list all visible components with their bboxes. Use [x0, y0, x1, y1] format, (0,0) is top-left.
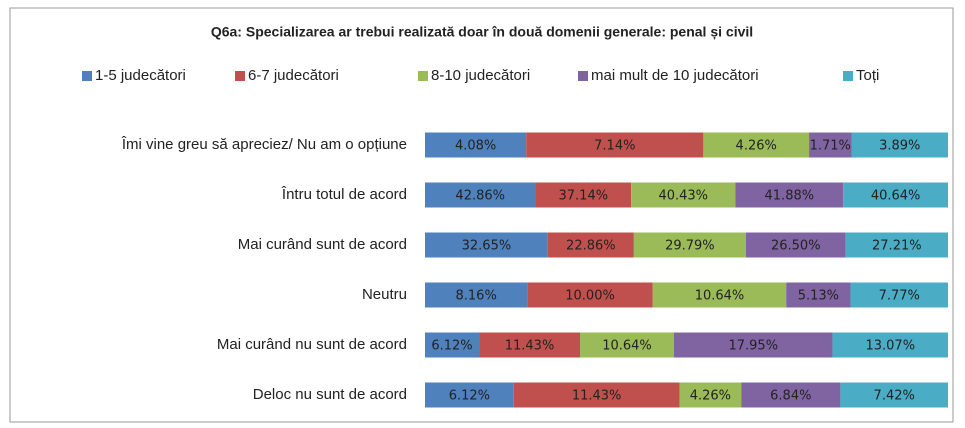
value-label: 10.64%: [602, 339, 652, 354]
value-label: 3.89%: [879, 139, 920, 154]
value-label: 10.64%: [695, 289, 745, 304]
legend-label: Toți: [856, 67, 879, 84]
bar-segment: [631, 182, 736, 208]
value-label: 27.21%: [872, 239, 922, 254]
bar-segment: [832, 332, 948, 358]
legend-swatch: [418, 71, 428, 81]
value-label: 6.12%: [431, 339, 472, 354]
value-label: 1.71%: [810, 139, 851, 154]
legend-label: 6-7 judecători: [248, 67, 339, 84]
bar-segment: [674, 332, 833, 358]
category-label: Mai curând sunt de acord: [238, 236, 407, 253]
value-label: 7.42%: [874, 389, 915, 404]
legend-label: mai mult de 10 judecători: [591, 67, 759, 84]
bar-segment: [526, 132, 704, 158]
bar-segment: [580, 332, 675, 358]
bar-segment: [741, 382, 841, 408]
value-label: 8.16%: [456, 289, 497, 304]
bar-segment: [840, 382, 948, 408]
bar-segment: [425, 382, 514, 408]
value-label: 10.00%: [565, 289, 615, 304]
legend-swatch: [578, 71, 588, 81]
legend-swatch: [235, 71, 245, 81]
legend-label: 8-10 judecători: [431, 67, 530, 84]
bar-segment: [425, 132, 527, 158]
value-label: 32.65%: [462, 239, 512, 254]
legend-label: 1-5 judecători: [95, 67, 186, 84]
value-label: 40.64%: [871, 189, 921, 204]
category-label: Mai curând nu sunt de acord: [217, 336, 407, 353]
value-label: 41.88%: [765, 189, 815, 204]
bar-segment: [845, 232, 948, 258]
bar-segment: [652, 282, 787, 308]
bar-segment: [479, 332, 581, 358]
value-label: 42.86%: [455, 189, 505, 204]
value-label: 7.14%: [594, 139, 635, 154]
value-label: 7.77%: [879, 289, 920, 304]
category-label: Deloc nu sunt de acord: [253, 386, 407, 403]
category-label: Neutru: [362, 286, 407, 303]
bar-segment: [786, 282, 851, 308]
bar-segment: [809, 132, 852, 158]
category-label: Întru totul de acord: [281, 186, 407, 203]
value-label: 29.79%: [665, 239, 715, 254]
bar-segment: [527, 282, 653, 308]
value-label: 5.13%: [798, 289, 839, 304]
chart-title: Q6a: Specializarea ar trebui realizată d…: [211, 24, 753, 40]
bar-segment: [850, 282, 948, 308]
value-label: 4.26%: [690, 389, 731, 404]
bar-segment: [425, 282, 528, 308]
category-label: Îmi vine greu să apreciez/ Nu am o opțiu…: [121, 136, 407, 153]
value-label: 4.26%: [736, 139, 777, 154]
bar-segment: [843, 182, 948, 208]
bar-segment: [851, 132, 948, 158]
value-label: 11.43%: [572, 389, 622, 404]
legend-swatch: [843, 71, 853, 81]
bar-segment: [425, 232, 548, 258]
value-label: 40.43%: [658, 189, 708, 204]
value-label: 11.43%: [505, 339, 555, 354]
bar-segment: [425, 182, 536, 208]
bar-segment: [745, 232, 846, 258]
value-label: 26.50%: [771, 239, 821, 254]
value-label: 17.95%: [728, 339, 778, 354]
bar-segment: [513, 382, 680, 408]
bar-segment: [735, 182, 844, 208]
value-label: 6.84%: [770, 389, 811, 404]
value-label: 13.07%: [865, 339, 915, 354]
frame: [9, 7, 954, 423]
value-label: 37.14%: [559, 189, 609, 204]
bar-segment: [547, 232, 634, 258]
value-label: 6.12%: [449, 389, 490, 404]
value-label: 22.86%: [566, 239, 616, 254]
legend-swatch: [82, 71, 92, 81]
value-label: 4.08%: [455, 139, 496, 154]
bar-segment: [703, 132, 810, 158]
bar-segment: [425, 332, 480, 358]
bar-segment: [679, 382, 742, 408]
bar-segment: [535, 182, 632, 208]
bar-segment: [633, 232, 746, 258]
